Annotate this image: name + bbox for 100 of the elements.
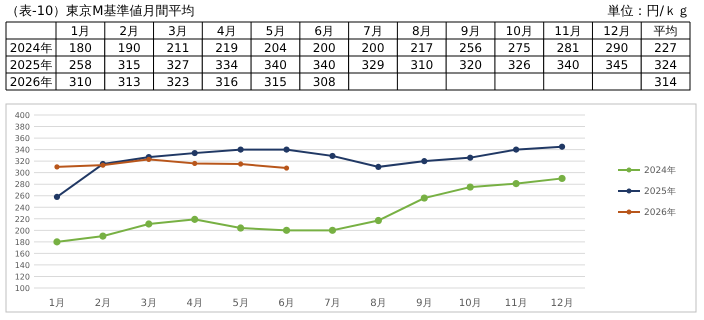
data-label: 340 [312,58,336,72]
data-label: 200 [362,41,384,55]
x-tick-label: 3月 [168,24,188,38]
x-tick-label: 5月 [232,298,249,309]
x-tick-label: 6月 [314,24,334,38]
point [238,161,244,167]
x-tick-label: 11月 [504,298,528,309]
data-label: 211 [166,41,190,55]
point [53,238,61,246]
y-tick-label: 260 [14,192,30,201]
data-label: 217 [410,41,434,55]
x-tick-label: 5月 [266,24,286,38]
y-tick-label: 400 [14,111,30,120]
y-tick-label: 180 [14,238,30,247]
data-label: 320 [459,58,482,72]
chart-title: （表-10）東京M基準値月間平均 [6,4,194,19]
point [467,154,474,161]
x-tick-label: 2月 [94,298,112,309]
y-tick-label: 280 [14,180,30,190]
data-label: 310 [68,75,92,89]
x-tick-label: 1月 [48,298,66,309]
legend-label: 2025年 [644,186,676,197]
legend-label: 2024年 [644,165,676,176]
x-tick-label: 2月 [119,24,139,38]
point [145,220,152,228]
x-tick-label: 8月 [412,24,432,38]
x-tick-label: 10月 [506,24,533,38]
point [512,180,520,188]
data-label: 275 [508,41,531,55]
data-label: 256 [459,41,482,55]
data-label: 327 [166,58,190,72]
point [374,216,382,224]
x-tick-label: 7月 [363,24,383,38]
y-tick-label: 200 [14,226,30,236]
data-label: 227 [654,41,678,55]
y-tick-label: 2024年 [10,41,52,55]
x-tick-label: 3月 [140,298,157,309]
data-label: 310 [410,58,434,72]
point [192,150,198,156]
data-label: 334 [215,58,238,72]
data-label: 200 [312,41,336,55]
point [54,164,60,170]
y-tick-label: 340 [14,146,30,155]
point [558,174,566,182]
point [283,146,290,153]
point [192,160,198,166]
x-tick-label: 4月 [216,24,237,38]
y-tick-label: 300 [14,168,30,178]
point [513,146,520,153]
point [238,146,244,153]
point [191,216,198,223]
data-label: 315 [118,58,141,72]
x-tick-label: 11月 [554,24,582,38]
y-tick-label: 240 [14,203,30,212]
data-label: 204 [264,41,287,55]
data-label: 308 [312,75,336,89]
data-label: 340 [264,58,287,72]
point [420,194,428,202]
x-tick-label: 8月 [370,298,387,309]
data-label: 258 [68,58,92,72]
y-tick-label: 360 [14,134,30,144]
y-tick-label: 100 [14,284,30,293]
point [329,152,336,160]
y-tick-label: 2025年 [10,58,52,72]
data-label: 290 [605,41,628,55]
legend-label: 2026年 [644,207,676,218]
point [99,232,106,240]
data-label: 180 [68,41,92,55]
data-label: 281 [556,41,580,55]
x-tick-label: 1月 [70,24,90,38]
data-label: 219 [215,41,238,55]
x-tick-label: 10月 [458,298,482,309]
data-label: 329 [362,58,384,72]
x-tick-label: 平均 [654,24,678,38]
x-tick-label: 6月 [278,298,295,309]
point [328,226,336,234]
point [466,183,474,191]
y-tick-label: 160 [14,249,30,258]
x-tick-label: 7月 [324,298,341,309]
x-tick-label: 9月 [460,24,480,38]
point [284,165,290,171]
y-tick-label: 2026年 [10,75,52,89]
point [146,156,152,162]
y-tick-label: 220 [14,214,30,224]
x-tick-label: 4月 [186,298,203,309]
data-label: 190 [118,41,141,55]
point [237,224,244,232]
point [558,144,566,150]
y-tick-label: 320 [14,157,30,166]
point [54,194,60,200]
text: 単位：円/ｋｇ [608,4,690,19]
y-tick-label: 120 [14,272,30,282]
data-label: 323 [166,75,190,89]
point [375,164,382,170]
data-label: 326 [508,58,531,72]
data-label: 315 [264,75,287,89]
x-tick-label: 12月 [550,298,574,309]
data-label: 314 [654,75,678,89]
x-tick-label: 9月 [416,298,432,309]
data-label: 345 [605,58,628,72]
